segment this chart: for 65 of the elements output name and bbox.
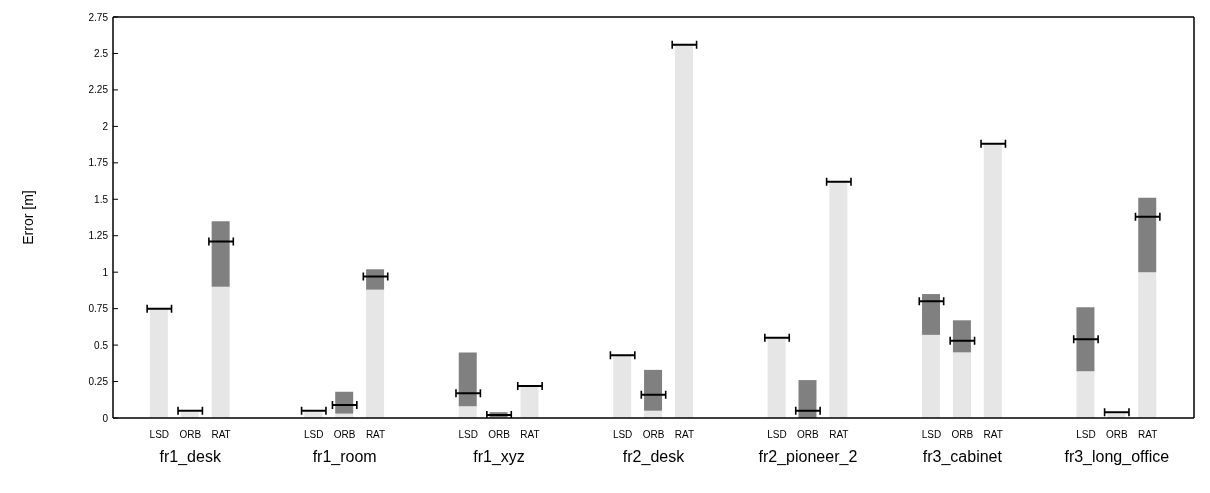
x-tick-label: RAT	[211, 429, 231, 440]
text: fr3_long_office	[1064, 448, 1170, 466]
x-tick-label: ORB	[642, 429, 665, 440]
bar	[458, 352, 477, 407]
bar	[922, 334, 941, 418]
x-tick-label: ORB	[488, 429, 511, 440]
y-tick-label: 1.5	[94, 193, 109, 205]
bar	[983, 143, 1002, 418]
bar	[922, 294, 941, 335]
bar	[458, 406, 477, 418]
y-tick-label: 2.75	[88, 11, 109, 23]
x-tick-label: LSD	[304, 429, 324, 440]
x-tick-label: ORB	[179, 429, 202, 440]
bar	[520, 385, 539, 418]
bar	[829, 181, 848, 418]
x-tick-label: LSD	[458, 429, 478, 440]
x-tick-label: LSD	[612, 429, 633, 440]
text: fr1_desk	[159, 448, 222, 466]
bar	[674, 44, 693, 418]
x-tick-label: LSD	[149, 429, 170, 440]
y-tick-label: 2	[102, 120, 109, 132]
y-tick-label: 0.75	[88, 303, 109, 315]
y-tick-label: 1	[102, 266, 109, 278]
y-tick-label: 1.75	[88, 157, 109, 169]
x-tick-label: RAT	[829, 429, 849, 440]
bar	[335, 391, 354, 414]
text: fr2_desk	[622, 448, 686, 466]
x-tick-label: ORB	[951, 429, 974, 440]
bar	[798, 380, 817, 418]
bar	[952, 320, 971, 353]
x-tick-label: RAT	[674, 429, 695, 440]
bar	[1076, 307, 1095, 372]
text: fr2_pioneer_2	[758, 448, 858, 466]
x-tick-label: RAT	[983, 429, 1003, 440]
bar	[1076, 371, 1095, 418]
bar	[211, 221, 230, 287]
y-tick-label: 2.5	[94, 48, 109, 59]
x-tick-label: RAT	[365, 429, 386, 440]
x-tick-label: RAT	[520, 429, 540, 440]
y-tick-label: 0.5	[94, 339, 109, 351]
bar	[366, 289, 385, 418]
x-tick-label: RAT	[1138, 429, 1158, 440]
bar	[1138, 197, 1157, 273]
y-tick-label: 1.25	[88, 230, 109, 242]
bar	[644, 369, 663, 411]
bar	[767, 337, 786, 418]
x-tick-label: LSD	[921, 429, 942, 440]
x-tick-label: LSD	[767, 429, 787, 440]
x-tick-label: LSD	[1076, 429, 1096, 440]
bar	[952, 352, 971, 418]
text: fr1_room	[312, 448, 377, 466]
x-tick-label: ORB	[1105, 429, 1128, 440]
bar	[1138, 272, 1157, 418]
bar	[613, 355, 632, 418]
bar	[366, 269, 385, 290]
y-axis-title: Error [m]	[19, 190, 36, 245]
y-tick-label: 0.25	[88, 376, 109, 388]
text: fr1_xyz	[473, 448, 525, 466]
y-tick-label: 2.25	[88, 84, 109, 96]
bar	[149, 308, 168, 418]
bar	[211, 286, 230, 418]
x-tick-label: ORB	[797, 429, 820, 440]
text: fr3_cabinet	[922, 448, 1003, 466]
x-tick-label: ORB	[333, 429, 356, 440]
y-tick-label: 0	[102, 412, 109, 424]
